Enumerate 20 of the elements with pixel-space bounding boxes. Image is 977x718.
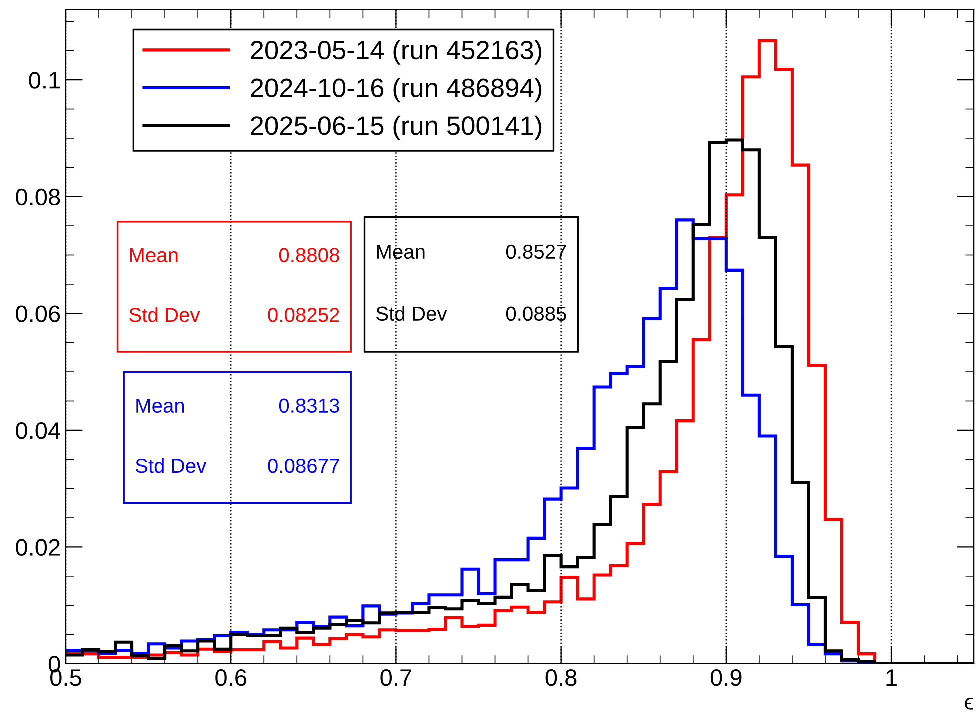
text: Mean 0.8527 [377, 244, 566, 260]
text: Std Dev 0.0885 [376, 306, 566, 322]
legend-label: 2023-05-14 (run 452163) [251, 40, 542, 65]
y-tick-label: 0.1 [29, 72, 60, 89]
text: Mean 0.8808 [130, 248, 340, 262]
text: Std Dev 0.08252 [130, 308, 340, 322]
x-tick-label: 0.9 [710, 669, 742, 686]
y-tick-label: 0.06 [16, 306, 60, 322]
x-tick-label: 0.8 [546, 669, 577, 686]
x-axis-title: ϵ [965, 698, 974, 710]
text: Mean 0.8313 [136, 398, 340, 414]
x-tick-label: 0.6 [216, 669, 246, 686]
y-tick-label: 0.08 [16, 188, 60, 206]
x-tick-label: 1 [886, 670, 897, 686]
y-tick-label: 0.02 [16, 539, 60, 556]
legend-label: 2024-10-16 (run 486894) [251, 78, 542, 103]
x-tick-label: 0.7 [380, 669, 412, 686]
legend-label: 2025-06-15 (run 500141) [251, 116, 542, 140]
y-tick-label: 0.04 [16, 422, 60, 440]
text: Std Dev 0.08677 [136, 458, 340, 474]
